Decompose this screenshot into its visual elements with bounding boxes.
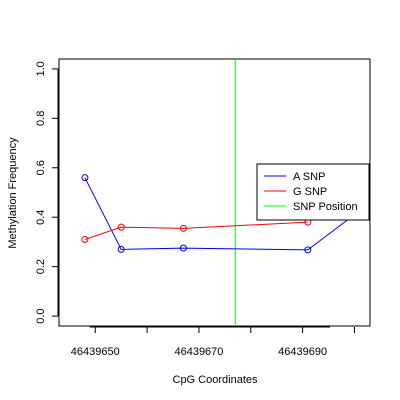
plot-area-frame	[58, 58, 371, 327]
y-tick-label: 0.8	[35, 111, 47, 126]
y-tick-label: 0.2	[35, 259, 47, 274]
legend: A SNP G SNP SNP Position	[256, 163, 370, 221]
legend-label-snp-position: SNP Position	[293, 201, 358, 213]
legend-label-g-snp: G SNP	[293, 186, 327, 198]
y-axis: 0.0 0.2 0.4 0.6 0.8 1.0	[35, 61, 59, 324]
y-tick-label: 0.4	[35, 210, 47, 225]
y-axis-title: Methylation Frequency	[7, 137, 19, 249]
plot-layer	[81, 59, 355, 326]
a-snp-point	[117, 245, 125, 253]
a-snp-point	[81, 174, 89, 182]
y-tick-label: 0.0	[35, 308, 47, 323]
a-snp-point	[304, 246, 312, 254]
x-axis: 46439650 46439670 46439690	[71, 326, 355, 358]
x-tick-label: 46439690	[278, 346, 327, 358]
a-snp-point	[179, 244, 187, 252]
x-tick-label: 46439650	[71, 346, 120, 358]
g-snp-point	[117, 223, 125, 231]
x-axis-title: CpG Coordinates	[173, 374, 258, 386]
legend-label-a-snp: A SNP	[293, 171, 325, 183]
g-snp-point	[179, 224, 187, 232]
y-tick-label: 0.6	[35, 160, 47, 175]
g-snp-line	[84, 221, 308, 240]
x-tick-label: 46439670	[174, 346, 223, 358]
a-snp-line	[84, 177, 355, 251]
g-snp-point	[81, 235, 89, 243]
legend-box	[256, 163, 370, 221]
y-tick-label: 1.0	[35, 61, 47, 76]
